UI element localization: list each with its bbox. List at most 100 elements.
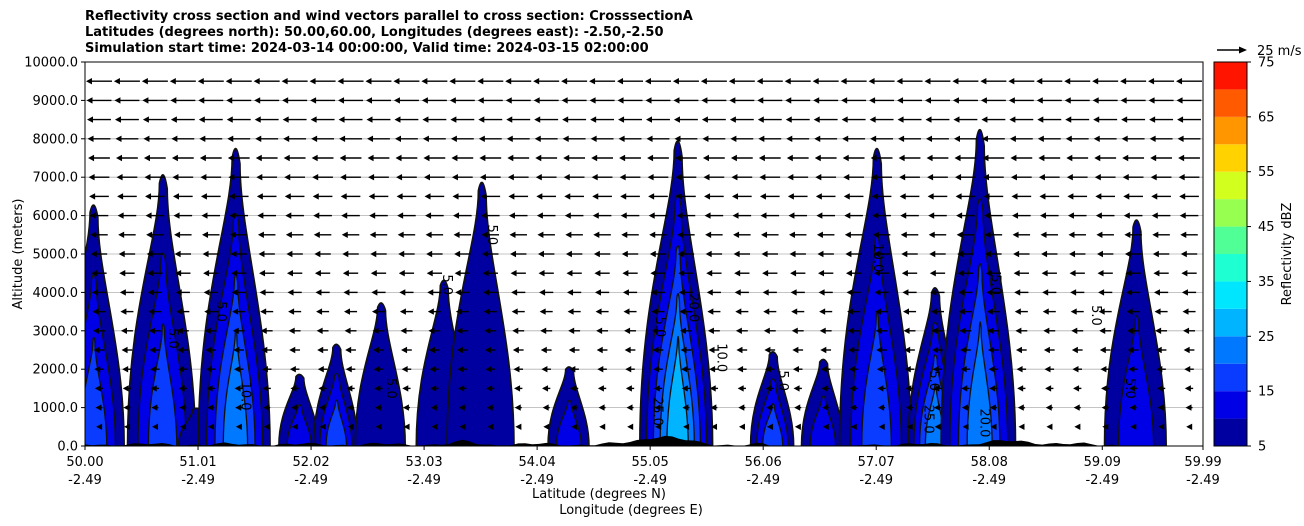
wind-vector-head bbox=[980, 97, 987, 104]
wind-vector-head bbox=[451, 174, 458, 181]
wind-vector-head bbox=[459, 423, 466, 430]
wind-vector-head bbox=[624, 346, 631, 354]
wind-vector-head bbox=[1010, 174, 1017, 181]
wind-vector-head bbox=[654, 404, 661, 411]
wind-vector-head bbox=[402, 385, 409, 392]
wind-vector-head bbox=[814, 154, 821, 162]
wind-vector-head bbox=[926, 135, 933, 142]
wind-vector-head bbox=[731, 193, 738, 200]
wind-vector-head bbox=[680, 346, 687, 354]
colorbar-band bbox=[1214, 144, 1247, 172]
wind-vector-head bbox=[1148, 97, 1155, 104]
wind-vector-head bbox=[848, 366, 855, 373]
y-tick-label: 9000.0 bbox=[33, 94, 79, 109]
wind-vector-head bbox=[288, 327, 295, 334]
wind-vector-head bbox=[896, 78, 903, 85]
wind-vector-head bbox=[1149, 116, 1156, 123]
wind-vector-head bbox=[317, 346, 324, 354]
wind-vector-head bbox=[791, 327, 798, 334]
wind-vector-head bbox=[227, 154, 234, 162]
wind-vector-head bbox=[426, 270, 433, 277]
wind-vector-head bbox=[1149, 135, 1156, 142]
wind-vector-head bbox=[850, 404, 857, 411]
wind-vector-head bbox=[1072, 366, 1079, 373]
wind-vector-head bbox=[290, 385, 297, 392]
contour-label: 5.0 bbox=[383, 378, 398, 399]
wind-vector-head bbox=[508, 212, 515, 219]
wind-vector-head bbox=[1148, 78, 1155, 85]
wind-vector-head bbox=[200, 174, 207, 181]
wind-vector-head bbox=[1122, 154, 1129, 162]
wind-vector-head bbox=[957, 250, 964, 258]
wind-vector-head bbox=[1128, 366, 1135, 373]
wind-vector-head bbox=[933, 404, 940, 411]
wind-vector-head bbox=[1039, 212, 1046, 219]
wind-vector-head bbox=[1130, 423, 1137, 430]
wind-vector-head bbox=[952, 97, 959, 104]
wind-vector-head bbox=[955, 174, 962, 181]
wind-vector-head bbox=[563, 154, 570, 162]
wind-vector-head bbox=[846, 289, 853, 296]
colorbar-band bbox=[1214, 254, 1247, 282]
wind-vector-head bbox=[1099, 346, 1106, 354]
wind-vector-head bbox=[89, 212, 96, 219]
y-tick-label: 6000.0 bbox=[33, 209, 79, 224]
wind-vector-head bbox=[596, 327, 603, 334]
wind-vector-head bbox=[88, 154, 95, 162]
wind-vector-head bbox=[539, 289, 546, 296]
wind-vector-head bbox=[819, 327, 826, 334]
wind-vector-head bbox=[87, 116, 94, 123]
colorbar-label: Reflectivity dBZ bbox=[1280, 203, 1295, 306]
wind-vector-head bbox=[591, 154, 598, 162]
wind-vector-head bbox=[1065, 135, 1072, 142]
wind-vector-head bbox=[375, 423, 382, 430]
wind-vector-head bbox=[231, 270, 238, 277]
x-axis: 50.00 -2.49 51.01 -2.49 52.02 -2.49 53.03 -2.49… bbox=[66, 446, 1222, 488]
wind-vector-head bbox=[678, 270, 685, 277]
wind-vector-head bbox=[590, 116, 597, 123]
wind-vector-head bbox=[176, 327, 183, 334]
wind-vector-head bbox=[897, 116, 904, 123]
wind-vector-head bbox=[1124, 231, 1131, 238]
wind-vector-head bbox=[842, 154, 849, 162]
wind-vector-head bbox=[621, 250, 628, 258]
wind-vector-head bbox=[456, 327, 463, 334]
wind-vector-head bbox=[227, 135, 234, 142]
wind-vector-head bbox=[485, 366, 492, 373]
x-tick-label-lat: 58.08 bbox=[971, 455, 1008, 470]
wind-vector-head bbox=[202, 250, 209, 258]
wind-vector-head bbox=[959, 327, 966, 334]
wind-vector-head bbox=[423, 174, 430, 181]
contour-band bbox=[666, 336, 689, 446]
wind-vector-head bbox=[564, 212, 571, 219]
wind-vector-head bbox=[905, 385, 912, 392]
wind-vector-head bbox=[1046, 423, 1053, 430]
wind-vector-head bbox=[925, 116, 932, 123]
wind-vector-head bbox=[179, 404, 186, 411]
wind-vector-head bbox=[311, 154, 318, 162]
wind-vector-head bbox=[848, 346, 855, 354]
wind-vector-head bbox=[312, 174, 319, 181]
wind-vector-head bbox=[1095, 212, 1102, 219]
wind-vector-head bbox=[510, 270, 517, 277]
contour-label: 5.0 bbox=[775, 370, 790, 391]
wind-vector-head bbox=[284, 193, 291, 200]
wind-vector-head bbox=[788, 212, 795, 219]
wind-vector-head bbox=[1125, 270, 1132, 277]
wind-vector-head bbox=[179, 423, 186, 430]
wind-vector-head bbox=[626, 404, 633, 411]
wind-vector-head bbox=[872, 231, 879, 238]
wind-vector-head bbox=[1070, 308, 1077, 315]
wind-vector-head bbox=[647, 174, 654, 181]
wind-vector-head bbox=[534, 116, 541, 123]
wind-vector-head bbox=[342, 270, 349, 277]
wind-vector-head bbox=[929, 250, 936, 258]
wind-vector-head bbox=[793, 385, 800, 392]
wind-vector-head bbox=[710, 404, 717, 411]
wind-vector-head bbox=[737, 366, 744, 373]
wind-vector-head bbox=[394, 116, 401, 123]
wind-vector-head bbox=[1092, 97, 1099, 104]
contour-label: 10.0 bbox=[238, 382, 253, 411]
wind-vector-head bbox=[147, 270, 154, 277]
wind-vector-head bbox=[508, 193, 515, 200]
